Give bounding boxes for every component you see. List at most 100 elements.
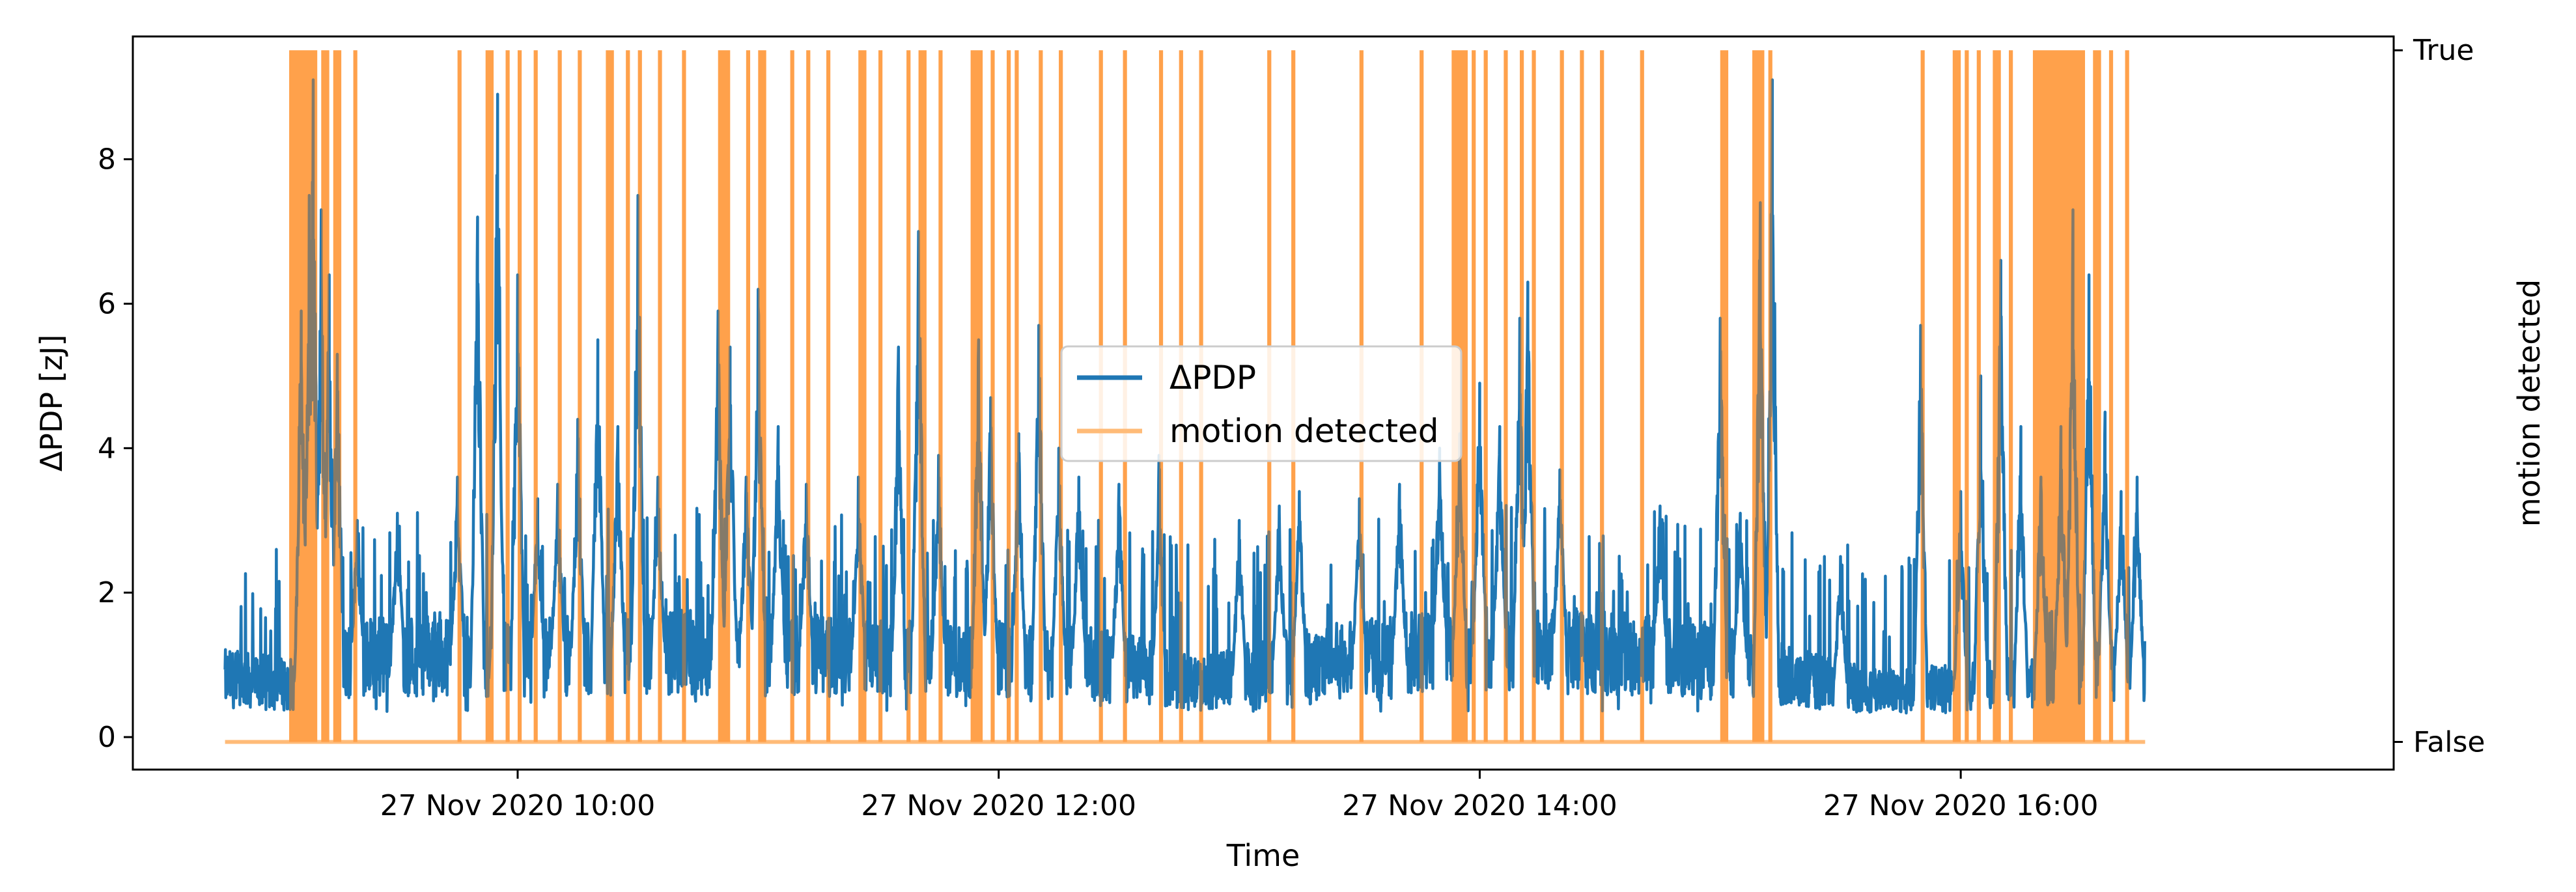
x-tick-label: 27 Nov 2020 12:00 <box>861 789 1136 822</box>
x-tick-label: 27 Nov 2020 16:00 <box>1823 789 2099 822</box>
motion-interval-overlay <box>682 50 686 742</box>
motion-interval <box>990 50 995 742</box>
x-axis: 27 Nov 2020 10:00 27 Nov 2020 12:00 27 Nov… <box>380 770 2099 822</box>
motion-interval <box>557 50 562 742</box>
motion-interval-overlay <box>2125 50 2129 742</box>
motion-interval-overlay <box>746 50 751 742</box>
motion-interval <box>1472 50 1476 742</box>
motion-interval <box>321 50 329 742</box>
motion-interval <box>806 50 811 742</box>
pdp-line <box>223 78 2146 715</box>
motion-interval-overlay <box>485 50 494 742</box>
motion-interval-overlay <box>1952 50 1961 742</box>
motion-interval-overlay <box>878 50 883 742</box>
motion-interval <box>1519 50 1524 742</box>
motion-interval-overlay <box>1560 50 1564 742</box>
motion-interval-overlay <box>990 50 995 742</box>
motion-interval-overlay <box>2032 50 2085 742</box>
motion-interval-overlay <box>2108 50 2114 742</box>
motion-interval-overlay <box>1640 50 1644 742</box>
y-axis-left: 0 2 4 6 8 <box>98 143 133 754</box>
motion-interval <box>746 50 751 742</box>
motion-interval-overlay <box>970 50 983 742</box>
x-axis-title: Time <box>1226 838 1300 873</box>
legend-label-pdp: ΔPDP <box>1169 359 1256 397</box>
motion-interval <box>1015 50 1019 742</box>
motion-interval-overlay <box>1472 50 1476 742</box>
motion-interval <box>2032 50 2085 742</box>
motion-interval-overlay <box>1580 50 1584 742</box>
motion-interval-overlay <box>1752 50 1765 742</box>
motion-interval-overlay <box>1039 50 1043 742</box>
legend-box <box>1060 345 1463 462</box>
motion-interval-overlay <box>1483 50 1488 742</box>
motion-interval-overlay <box>1976 50 1981 742</box>
motion-interval-overlay <box>758 50 766 742</box>
plot-frame <box>132 35 2395 771</box>
right-tick-label-false: False <box>2413 726 2485 759</box>
motion-interval <box>1976 50 1981 742</box>
motion-interval-overlay <box>1007 50 1011 742</box>
motion-interval <box>658 50 662 742</box>
motion-interval <box>1560 50 1564 742</box>
motion-interval-overlay <box>858 50 867 742</box>
motion-interval-overlay <box>1532 50 1536 742</box>
motion-interval-overlay <box>1768 50 1772 742</box>
x-tick-label: 27 Nov 2020 14:00 <box>1342 789 1617 822</box>
x-tick-label: 27 Nov 2020 10:00 <box>380 789 656 822</box>
motion-interval-overlay <box>718 50 731 742</box>
motion-interval <box>533 50 538 742</box>
motion-interval <box>2125 50 2129 742</box>
motion-interval-overlay <box>637 50 642 742</box>
motion-interval-overlay <box>333 50 342 742</box>
pdp-series <box>223 78 2146 715</box>
motion-interval-overlay <box>806 50 811 742</box>
motion-interval-overlay <box>626 50 630 742</box>
motion-interval-overlay <box>906 50 911 742</box>
motion-interval <box>1504 50 1508 742</box>
y-tick-label: 0 <box>98 721 116 754</box>
motion-interval <box>1580 50 1584 742</box>
motion-interval <box>1965 50 1969 742</box>
motion-interval-overlay <box>1920 50 1925 742</box>
motion-interval <box>878 50 883 742</box>
y-tick-label: 4 <box>98 432 116 465</box>
motion-interval <box>826 50 831 742</box>
motion-interval <box>2093 50 2101 742</box>
y-axis-title-left: ΔPDP [zJ] <box>34 335 69 472</box>
motion-interval <box>1007 50 1011 742</box>
motion-interval-overlay <box>658 50 662 742</box>
motion-interval <box>457 50 462 742</box>
motion-interval-overlay <box>1720 50 1729 742</box>
motion-interval <box>1600 50 1604 742</box>
right-tick-label-true: True <box>2413 34 2474 67</box>
y-tick-label: 6 <box>98 287 116 320</box>
motion-interval <box>578 50 582 742</box>
legend-label-motion: motion detected <box>1169 412 1438 450</box>
motion-interval-overlay <box>2093 50 2101 742</box>
motion-interval-overlay <box>457 50 462 742</box>
motion-interval <box>2009 50 2013 742</box>
legend: ΔPDP motion detected <box>1060 345 1463 462</box>
motion-interval <box>906 50 911 742</box>
motion-interval-overlay <box>938 50 943 742</box>
motion-interval-overlay <box>1965 50 1969 742</box>
motion-interval <box>938 50 943 742</box>
motion-interval <box>1483 50 1488 742</box>
y-tick-label: 2 <box>98 576 116 609</box>
motion-interval <box>682 50 686 742</box>
motion-interval-overlay <box>557 50 562 742</box>
motion-interval-overlay <box>289 50 318 742</box>
motion-interval-overlay <box>505 50 510 742</box>
motion-interval-overlay <box>517 50 522 742</box>
motion-interval-overlay <box>353 50 357 742</box>
motion-interval-overlay <box>2009 50 2013 742</box>
motion-interval <box>505 50 510 742</box>
motion-interval-overlay <box>790 50 794 742</box>
motion-interval <box>1532 50 1536 742</box>
y-axis-right: False True <box>2394 34 2485 759</box>
motion-interval <box>790 50 794 742</box>
motion-interval <box>1640 50 1644 742</box>
motion-interval-overlay <box>606 50 614 742</box>
